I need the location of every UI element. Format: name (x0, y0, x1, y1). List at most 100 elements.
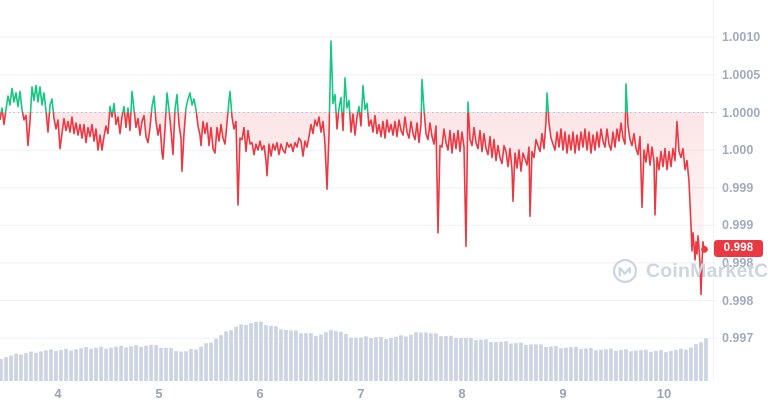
volume-bar (594, 350, 598, 381)
volume-bar (694, 344, 698, 381)
volume-bar (539, 344, 543, 381)
volume-bar (439, 336, 443, 381)
volume-bar (639, 350, 643, 381)
volume-bar (19, 354, 23, 381)
volume-bar (124, 347, 128, 381)
volume-bar (224, 331, 228, 381)
volume-bar (84, 347, 88, 381)
volume-bar (164, 347, 168, 381)
chart-hover-surface[interactable] (0, 0, 712, 381)
volume-bar (554, 345, 558, 381)
volume-bar (9, 355, 13, 381)
x-axis-label: 10 (656, 386, 672, 401)
volume-bar (169, 348, 173, 381)
volume-bar (14, 353, 18, 381)
volume-bar (704, 338, 708, 381)
volume-bar (399, 335, 403, 381)
volume-bar (119, 345, 123, 381)
volume-bar (109, 347, 113, 381)
volume-bar (489, 342, 493, 381)
volume-bar (24, 353, 28, 381)
volume-bar (359, 337, 363, 381)
y-axis-label: 0.998 (722, 255, 754, 270)
y-axis-label: 0.999 (722, 218, 754, 233)
volume-bar (534, 344, 538, 381)
volume-bar (559, 348, 563, 381)
x-axis-label: 9 (559, 386, 567, 401)
x-axis-label: 7 (357, 386, 365, 401)
volume-bar (349, 337, 353, 381)
volume-bar (229, 330, 233, 381)
volume-bar (699, 342, 703, 381)
volume-bar (234, 326, 238, 381)
volume-bar (74, 349, 78, 381)
volume-bar (384, 339, 388, 381)
volume-bar (419, 332, 423, 381)
volume-bar (564, 347, 568, 381)
volume-bar (4, 357, 8, 381)
volume-bar (129, 346, 133, 381)
volume-bar (319, 334, 323, 381)
volume-bar (209, 342, 213, 381)
volume-bar (294, 330, 298, 381)
volume-bar (474, 340, 478, 381)
y-axis-label: 1.0005 (722, 67, 761, 82)
volume-bar (284, 329, 288, 381)
y-axis-label: 1.0010 (722, 30, 761, 45)
volume-bar (299, 333, 303, 381)
volume-bar (669, 351, 673, 381)
volume-bar (454, 338, 458, 381)
volume-bar (389, 337, 393, 381)
volume-bar (134, 345, 138, 381)
volume-bar (329, 330, 333, 381)
volume-bar (34, 352, 38, 381)
volume-bar (524, 344, 528, 381)
volume-bar (314, 335, 318, 381)
volume-bar (689, 347, 693, 381)
volume-bar (59, 349, 63, 381)
volume-bar (429, 333, 433, 381)
volume-bar (239, 324, 243, 381)
y-axis-label: 1.0000 (722, 105, 761, 120)
volume-bar (144, 345, 148, 381)
volume-bar (574, 346, 578, 381)
volume-bar (544, 346, 548, 381)
y-axis-label: 0.998 (722, 293, 754, 308)
volume-bar (619, 350, 623, 381)
volume-bar (469, 337, 473, 381)
volume-bar (309, 333, 313, 381)
volume-bar (569, 347, 573, 381)
volume-bar (324, 332, 328, 381)
volume-bar (374, 337, 378, 381)
volume-bar (629, 351, 633, 381)
volume-bar (504, 341, 508, 381)
volume-bar (49, 349, 53, 382)
volume-bar (459, 337, 463, 381)
volume-bar (194, 349, 198, 381)
y-axis-label: 0.999 (722, 180, 754, 195)
volume-bar (424, 332, 428, 381)
volume-bar (334, 331, 338, 381)
volume-bar (394, 336, 398, 381)
volume-bar (499, 341, 503, 381)
x-axis-label: 8 (458, 386, 466, 401)
volume-bar (599, 349, 603, 381)
volume-bar (54, 351, 58, 381)
volume-bar (149, 344, 153, 381)
volume-bar (39, 351, 43, 382)
volume-bar (659, 350, 663, 381)
volume-bar (604, 349, 608, 381)
volume-bar (254, 321, 258, 381)
volume-bar (114, 346, 118, 381)
volume-bar (249, 323, 253, 381)
volume-bar (529, 344, 533, 381)
volume-bar (64, 348, 68, 381)
volume-bar (154, 344, 158, 381)
volume-bar (184, 351, 188, 381)
volume-bar (519, 342, 523, 381)
volume-bar (354, 337, 358, 381)
volume-bar (189, 349, 193, 381)
x-axis-label: 5 (155, 386, 163, 401)
